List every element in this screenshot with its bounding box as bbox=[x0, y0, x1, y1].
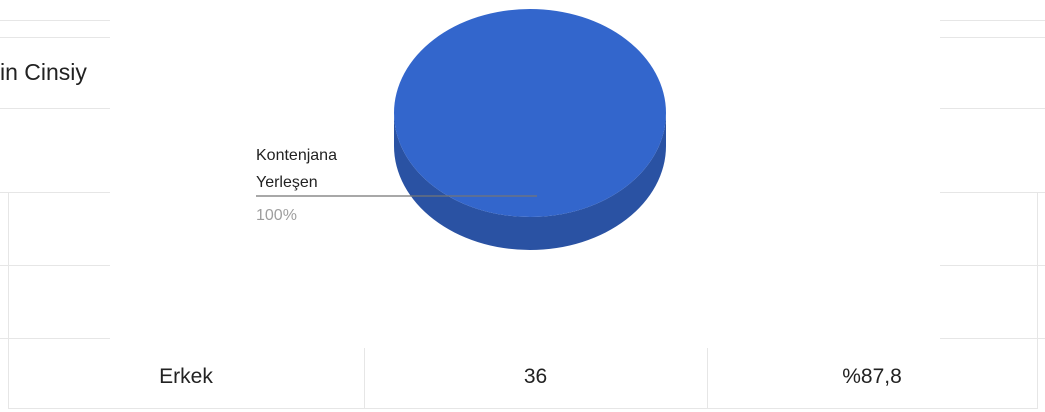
pie-slice[interactable] bbox=[394, 9, 666, 217]
slice-percent-label: 100% bbox=[256, 207, 297, 224]
table-cell-gender: Erkek bbox=[159, 365, 213, 388]
grid-line bbox=[1037, 192, 1038, 408]
page-title: in Cinsiy bbox=[0, 59, 87, 85]
table-cell-percent: %87,8 bbox=[842, 365, 902, 388]
table-cell-count: 36 bbox=[523, 365, 548, 388]
grid-line bbox=[8, 192, 9, 408]
grid-line bbox=[707, 348, 708, 408]
slice-label-line2: Yerleşen bbox=[256, 174, 318, 191]
pie-slice-side bbox=[394, 113, 666, 250]
grid-line bbox=[364, 348, 365, 408]
slice-label-line1: Kontenjana bbox=[256, 147, 337, 164]
grid-line bbox=[8, 408, 1038, 409]
